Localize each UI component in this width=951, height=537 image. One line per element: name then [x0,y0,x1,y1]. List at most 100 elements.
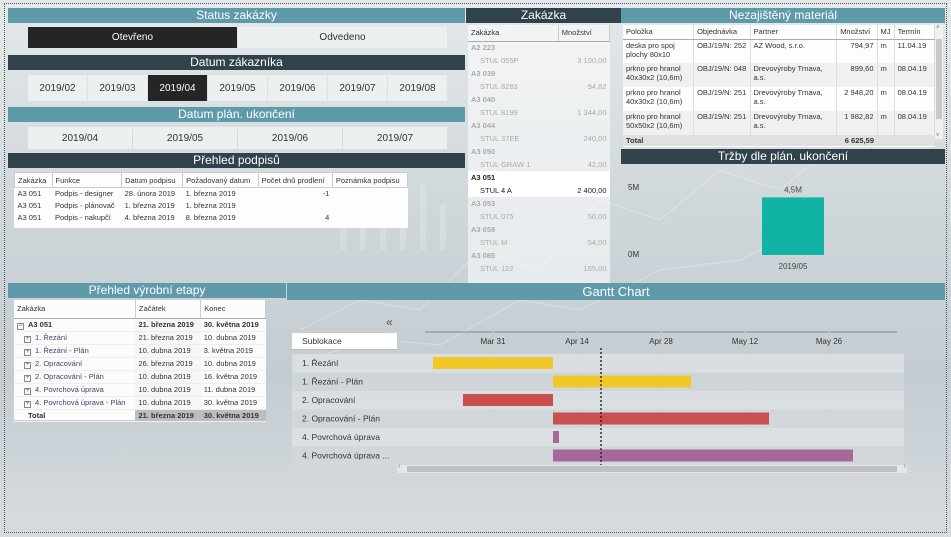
table-cell [750,135,837,146]
table-cell: A3 051 [17,201,42,210]
table-row[interactable]: A3 051 Podpis - nakupčí 4. března 2019 8. b… [15,212,408,224]
gantt-row-bg [292,428,904,447]
gantt-bar[interactable] [553,431,559,443]
table-row[interactable]: +4. Povrchová úprava - Plán 10. dubna 201… [14,396,266,410]
table-row[interactable]: A3 053 [468,197,610,210]
table-row[interactable]: +2. Opracování 26. března 2019 10. dubna 2… [14,357,266,371]
table-row[interactable]: STUL M 54,00 [468,236,610,249]
collapse-icon[interactable]: − [17,322,24,330]
row-label: 1. Řezání - Plán [35,345,89,355]
gantt-bar[interactable] [553,449,853,462]
table-cell: A3 051 [17,189,42,199]
material-table: Položka Objednávka Partner Množství MJ Termín… [623,25,936,146]
table-cell [558,41,609,54]
table-row[interactable]: Total 21. března 2019 30. května 2019 [14,409,266,422]
table-row[interactable]: A3 051 [468,171,610,184]
expand-icon[interactable]: + [24,361,31,369]
table-row[interactable]: A3 039 [468,67,610,80]
table-row[interactable]: deska pro spoj plochy 80x10 OBJ/19/N: 252… [623,39,936,63]
table-row[interactable]: +4. Povrchová úprava 10. dubna 2019 11. du… [14,383,266,397]
datum-zakaznika-option-2019-07[interactable]: 2019/07 [328,75,387,101]
table-row[interactable]: +2. Opracování - Plán 10. dubna 2019 16. k… [14,370,266,384]
zakazka-table: Zakázka Množství A2 223 STUL 055P 3 100,00 A3… [468,25,611,275]
table-row[interactable]: STUL 8283 94,82 [468,80,610,93]
table-row[interactable]: A3 044 [468,119,610,132]
table-row[interactable]: − A3 051 21. března 2019 30. května 2019 [14,318,266,332]
table-cell: A3 039 [471,69,496,78]
table-cell [258,200,332,212]
table-row[interactable]: A2 223 [468,41,610,54]
x-tick-label: May 26 [816,337,843,346]
table-cell: +4. Povrchová úprava [14,383,136,397]
table-cell: 794,97 [836,39,878,63]
datum-zakaznika-option-2019-05[interactable]: 2019/05 [208,75,267,101]
table-cell: A3 058 [471,225,496,234]
gantt-collapse-button[interactable]: « [386,315,393,329]
datum-zakaznika-option-2019-03[interactable]: 2019/03 [88,75,147,101]
material-title: Nezajištěný materiál [621,8,945,23]
table-row[interactable]: A3 085 [468,249,610,262]
datum-plan-option-2019-07[interactable]: 2019/07 [343,127,447,149]
table-row[interactable]: STUL 055P 3 100,00 [468,54,610,67]
table-header-row: Zakázka Množství [468,25,611,42]
table-row[interactable]: A3 050 [468,145,610,158]
table-cell: 28. února 2019 [124,189,176,199]
datum-plan-slicer: 2019/04 2019/05 2019/06 2019/07 [28,127,448,149]
datum-zakaznika-option-2019-04[interactable]: 2019/04 [148,75,207,101]
table-row[interactable]: A3 058 [468,223,610,236]
gantt-bar[interactable] [553,375,691,388]
table-cell: 11.04.19 [894,39,936,63]
column-header: Začátek [135,300,202,319]
datum-plan-option-2019-04[interactable]: 2019/04 [28,127,132,149]
etapy-table-panel: Zakázka Začátek Konec − A3 051 21. března 201… [14,300,266,422]
datum-zakaznika-option-2019-02[interactable]: 2019/02 [28,75,87,101]
gantt-bar[interactable] [463,394,553,406]
podpisy-title: Přehled podpisů [8,153,465,168]
table-row[interactable]: +1. Řezání - Plán 10. dubna 2019 3. května… [14,344,266,358]
table-cell: +1. Řezání - Plán [14,344,136,358]
y-tick-label: 0M [628,250,639,259]
expand-icon[interactable]: + [24,400,31,408]
table-row[interactable]: A3 051 Podpis - designer 28. února 2019 1. … [15,188,408,200]
table-row[interactable]: STUL 37EE 240,00 [468,132,610,145]
expand-icon[interactable]: + [24,335,31,343]
table-row[interactable]: STUL 075 50,00 [468,210,610,223]
column-header: Počet dnů prodlení [257,172,333,188]
status-option-Otevřeno[interactable]: Otevřeno [28,27,237,48]
expand-icon[interactable]: + [24,387,31,395]
material-scrollbar[interactable]: ˄ ˅ [935,25,943,139]
table-row[interactable]: prkno pro hranol 40x30x2 (10,6m) OBJ/19/N… [623,87,936,111]
datum-zakaznika-option-2019-06[interactable]: 2019/06 [268,75,327,101]
datum-plan-option-2019-06[interactable]: 2019/06 [238,127,342,149]
gantt-column-header: Sublokace [292,333,397,350]
table-cell: A3 044 [471,121,496,130]
table-row[interactable]: STUL 8199 1 344,00 [468,106,610,119]
table-row[interactable]: STUL 122 165,00 [468,262,610,275]
gantt-bar[interactable] [553,412,769,425]
status-option-Odvedeno[interactable]: Odvedeno [238,27,447,48]
table-cell: 4. března 2019 [124,213,175,222]
datum-zakaznika-option-2019-08[interactable]: 2019/08 [388,75,447,101]
bar-2019/05[interactable] [762,197,824,255]
table-cell: 1 344,00 [577,108,607,117]
table-cell: 30. května 2019 [200,409,266,422]
table-row[interactable]: +1. Řezání 21. března 2019 10. dubna 2019 [14,331,266,345]
table-cell [558,145,609,158]
table-row[interactable]: A3 040 [468,93,610,106]
table-header-row: Zakázka Funkce Datum podpisu Požadovaný dat… [14,172,409,188]
column-header: Zakázka [14,172,53,188]
expand-icon[interactable]: + [24,374,31,382]
expand-icon[interactable]: + [24,348,31,356]
table-cell: prkno pro hranol 40x30x2 (10,6m) [623,87,695,111]
table-cell: 94,82 [587,82,607,91]
table-cell: Drevovýroby Trnava, a.s. [750,111,838,135]
table-row[interactable]: prkno pro hranol 40x30x2 (10,6m) OBJ/19/N… [623,63,936,87]
table-row[interactable]: prkno pro hranol 50x50x2 (10,6m) OBJ/19/N… [623,111,936,135]
gantt-row-bg [292,391,904,410]
table-row[interactable]: A3 051 Podpis - plánovač 1. března 2019 1. … [15,200,408,212]
gantt-bar[interactable] [433,357,553,369]
table-row[interactable]: STUL GRAW 1 42,00 [468,158,610,171]
gantt-scrollbar[interactable]: ‹ › [397,463,907,473]
datum-plan-option-2019-05[interactable]: 2019/05 [133,127,237,149]
